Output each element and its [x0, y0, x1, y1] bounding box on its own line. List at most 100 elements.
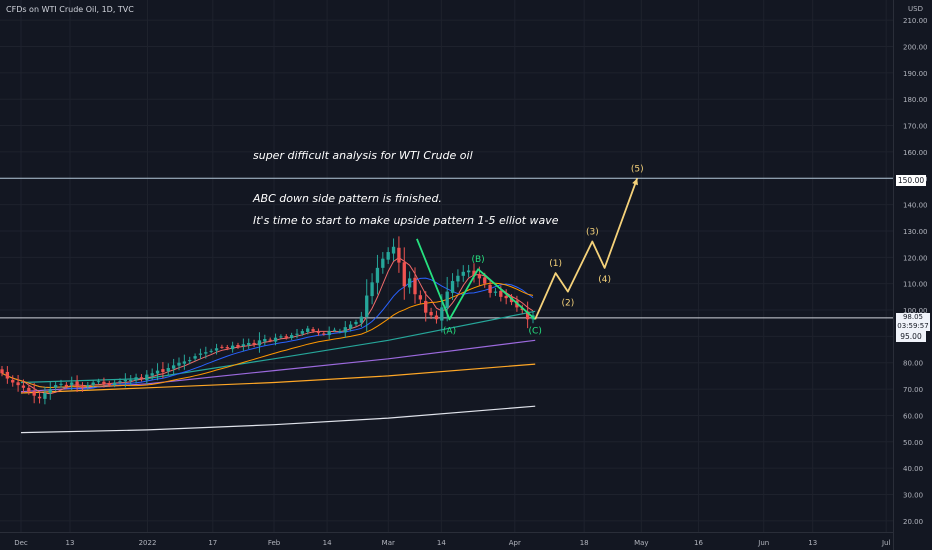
candle-body: [123, 379, 128, 382]
candle-body: [59, 383, 63, 385]
time-tick-label: 13: [66, 539, 75, 547]
candle-body: [429, 311, 433, 316]
price-tick-label: 110.00: [903, 281, 928, 289]
moving-average-line: [20, 363, 536, 394]
annotation-abc: ABC down side pattern is finished.: [253, 192, 442, 205]
candle-body: [43, 393, 47, 399]
candle-body: [300, 331, 305, 334]
last-price-badge: 98.05 03:59:57: [896, 313, 930, 331]
elliott-waves[interactable]: (A) (B) (C) (1) (2) (3) (4) (5): [416, 164, 644, 336]
wave-impulse-arrowhead: [632, 178, 638, 186]
time-tick-label: Apr: [509, 539, 521, 547]
wave-impulse-line[interactable]: [534, 177, 639, 320]
candle-body: [483, 277, 487, 284]
candle-body: [214, 348, 219, 351]
wave-abc-label: (C): [529, 326, 542, 336]
candle-body: [193, 356, 197, 359]
candle-body: [247, 342, 251, 345]
price-tick-label: 30.00: [903, 492, 923, 500]
candle-body: [134, 377, 138, 381]
candle-body: [257, 340, 262, 346]
candle-body: [166, 368, 170, 372]
candle-body: [338, 331, 342, 333]
candle-body: [64, 384, 69, 387]
horizontal-levels[interactable]: [0, 177, 893, 319]
price-tick-label: 40.00: [903, 465, 923, 473]
candle-body: [284, 336, 288, 338]
wave-impulse-label: (3): [586, 228, 599, 238]
candle-body: [359, 316, 364, 323]
price-tick-label: 80.00: [903, 360, 923, 368]
time-tick-label: 14: [437, 539, 446, 547]
candle-body: [241, 344, 246, 346]
candle-body: [295, 333, 299, 335]
candle-body: [332, 329, 337, 331]
candle-body: [499, 290, 503, 297]
price-tick-label: 140.00: [903, 202, 928, 210]
chart-grid: [0, 0, 894, 550]
candle-body: [520, 308, 524, 311]
level-150-badge: 150.00: [896, 175, 926, 186]
price-tick-label: 170.00: [903, 123, 928, 131]
candle-body: [263, 339, 267, 342]
short-moving-average-line: [1, 277, 534, 390]
candle-body: [279, 336, 283, 338]
candle-body: [198, 353, 203, 355]
candle-body: [16, 382, 20, 386]
moving-average-line: [20, 310, 536, 384]
chart-symbol-label: CFDs on WTI Crude Oil, 1D, TVC: [6, 5, 134, 14]
candle-body: [466, 270, 471, 273]
candle-body: [375, 267, 380, 283]
candle-body: [456, 275, 460, 282]
price-tick-label: 50.00: [903, 439, 923, 447]
candle-body: [11, 379, 15, 383]
wave-abc-line[interactable]: [416, 238, 536, 321]
price-tick-label: 160.00: [903, 149, 928, 157]
time-tick-label: 17: [208, 539, 217, 547]
time-tick-label: 14: [323, 539, 332, 547]
time-tick-label: Dec: [14, 539, 28, 547]
wave-impulse-label: (5): [631, 164, 644, 174]
candle-body: [118, 381, 122, 383]
candle-body: [472, 270, 476, 276]
candle-body: [386, 252, 390, 260]
candle-body: [171, 365, 176, 369]
price-tick-label: 200.00: [903, 43, 928, 51]
candle-body: [86, 385, 90, 387]
price-tick-label: 60.00: [903, 412, 923, 420]
wave-impulse-label: (1): [549, 259, 562, 269]
candle-body: [343, 327, 347, 333]
bar-countdown: 03:59:57: [897, 322, 929, 330]
candle-body: [397, 247, 401, 263]
candle-body: [102, 381, 106, 384]
candle-body: [434, 315, 439, 320]
candle-body: [306, 328, 310, 332]
time-axis: Dec 13 2022 17 Feb 14 Mar 14 Apr 18 May 16 Jun 13 Jul: [14, 539, 890, 547]
candle-body: [48, 389, 52, 393]
candle-body: [188, 360, 192, 362]
candle-body: [70, 382, 74, 385]
candle-body: [139, 377, 144, 379]
candle-body: [5, 371, 10, 379]
price-tick-label: 210.00: [903, 17, 928, 25]
candle-body: [450, 281, 455, 293]
level-95-badge: 95.00: [896, 331, 926, 342]
candle-body: [21, 385, 26, 388]
candle-body: [418, 295, 423, 300]
annotation-impulse: It's time to start to make upside patter…: [253, 214, 559, 227]
candle-body: [493, 291, 498, 293]
candle-body: [182, 361, 187, 364]
candle-body: [477, 274, 482, 279]
candle-body: [327, 331, 331, 336]
time-tick-label: 13: [808, 539, 817, 547]
candle-body: [129, 379, 133, 382]
candle-body: [53, 385, 58, 388]
candle-body: [504, 295, 508, 299]
time-tick-label: 2022: [139, 539, 157, 547]
candle-body: [311, 329, 315, 332]
candle-body: [161, 369, 165, 372]
candle-body: [488, 284, 492, 293]
currency-label: USD: [908, 5, 923, 13]
candle-body: [440, 307, 444, 321]
